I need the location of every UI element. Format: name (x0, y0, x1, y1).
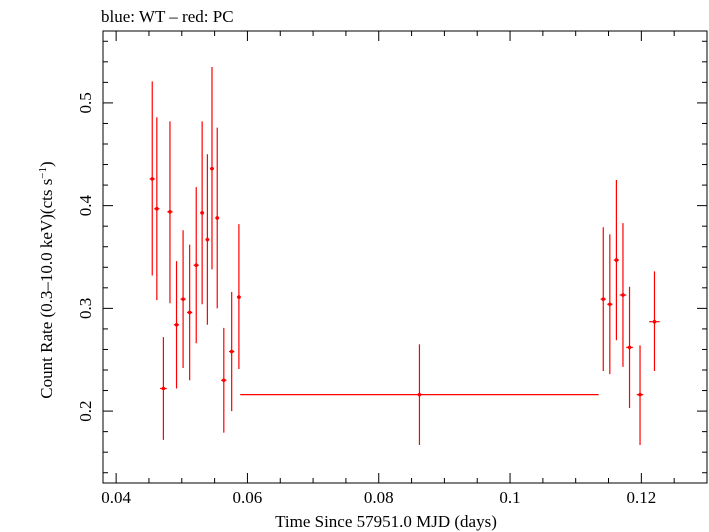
data-point (187, 244, 193, 381)
x-tick-label: 0.06 (233, 488, 263, 507)
point-marker (608, 302, 612, 307)
data-point (180, 230, 186, 368)
data-point (229, 291, 235, 412)
data-point (649, 271, 660, 372)
x-tick-label: 0.12 (626, 488, 656, 507)
plot-frame (102, 30, 708, 484)
point-marker (621, 293, 625, 297)
point-marker (237, 295, 241, 299)
data-point (215, 127, 220, 309)
point-marker (161, 386, 166, 391)
y-tick-label: 0.5 (76, 92, 95, 113)
axis-ticks (103, 31, 708, 483)
data-points (149, 66, 660, 445)
y-tick-label: 0.3 (76, 298, 95, 319)
data-point (200, 121, 205, 305)
point-marker (417, 392, 422, 397)
y-tick-label: 0.4 (76, 195, 95, 217)
point-marker (601, 297, 606, 301)
x-tick-label: 0.08 (364, 488, 394, 507)
point-marker (638, 392, 642, 397)
data-point (205, 154, 210, 325)
point-marker (229, 349, 234, 354)
data-point (154, 117, 160, 301)
y-axis-label: Count Rate (0.3–10.0 keV)(cts s−1) (37, 161, 56, 398)
data-point (210, 66, 214, 270)
point-marker (194, 263, 199, 268)
point-marker (215, 216, 220, 220)
point-marker (222, 378, 226, 383)
point-marker (652, 319, 657, 324)
point-marker (174, 323, 179, 327)
point-marker (205, 237, 210, 242)
data-point (160, 337, 167, 440)
data-point (636, 345, 644, 445)
data-point (149, 81, 155, 276)
x-tick-label: 0.1 (499, 488, 520, 507)
data-point (236, 224, 241, 369)
data-point (613, 179, 620, 341)
point-marker (181, 297, 185, 301)
data-point (167, 121, 173, 304)
point-marker (187, 310, 192, 315)
point-marker (627, 345, 632, 350)
y-tick-label: 0.2 (76, 400, 95, 421)
point-marker (168, 210, 172, 214)
point-marker (210, 166, 214, 171)
point-marker (614, 258, 619, 262)
data-point (193, 187, 199, 344)
chart-title: blue: WT – red: PC (101, 7, 234, 26)
data-point (626, 286, 633, 409)
data-point (240, 344, 599, 445)
y-tick-labels: 0.2 0.3 0.4 0.5 (76, 92, 95, 421)
data-point (221, 327, 227, 433)
point-marker (155, 206, 159, 211)
data-point (173, 261, 180, 389)
data-point (607, 234, 613, 375)
x-tick-label: 0.04 (101, 488, 131, 507)
x-axis-label: Time Since 57951.0 MJD (days) (275, 512, 497, 531)
point-marker (150, 177, 155, 181)
data-point (600, 227, 606, 372)
x-tick-labels: 0.04 0.06 0.08 0.1 0.12 (101, 488, 656, 507)
data-point (619, 223, 627, 367)
point-marker (200, 211, 204, 215)
